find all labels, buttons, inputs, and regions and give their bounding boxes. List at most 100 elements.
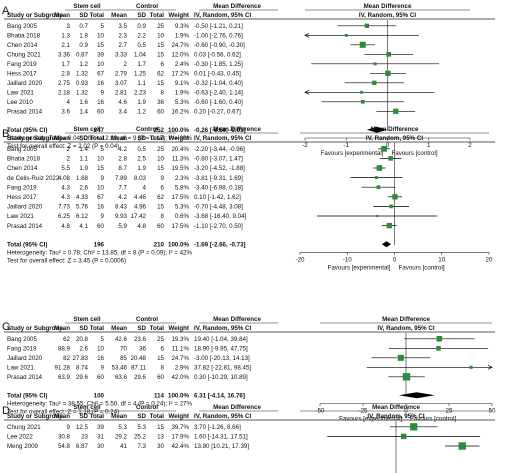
- row-total-stem: 9: [101, 365, 105, 372]
- row-sd-control: 20.48: [131, 355, 147, 362]
- effect-marker: [376, 165, 383, 171]
- row-total-stem: 39: [97, 52, 104, 59]
- row-sd-control: 1.7: [137, 61, 146, 68]
- x-axis-tick-label: 0: [393, 256, 397, 263]
- row-total-control: 25: [157, 23, 164, 30]
- row-sd-control: 4.96: [134, 204, 147, 211]
- row-sd-stem: 2.6: [79, 346, 88, 353]
- col-header-total: Total: [90, 135, 105, 142]
- effect-marker: [400, 433, 407, 440]
- row-sd-control: 2.2: [137, 33, 146, 40]
- panel-letter: B: [2, 128, 9, 140]
- col-header-total: Total: [150, 135, 165, 142]
- row-total-control: 60: [157, 223, 164, 230]
- row-study-name: Bang 2005: [7, 23, 37, 30]
- row-weight: 11.3%: [172, 156, 190, 163]
- row-mean-stem: 3: [67, 23, 71, 30]
- row-ci-text: 13.80 [10.21, 17.39]: [194, 443, 249, 450]
- effect-marker: [397, 354, 404, 361]
- axis-favours-control: Favours [control]: [392, 150, 438, 157]
- row-weight: 17.2%: [171, 71, 189, 78]
- col-header-total: Total: [90, 325, 105, 332]
- row-mean-control: 53.46: [112, 365, 128, 372]
- row-sd-control: 1.1: [137, 80, 146, 87]
- effect-marker: [389, 204, 394, 209]
- row-sd-stem: 1.32: [76, 71, 89, 78]
- row-sd-control: 87.11: [131, 365, 147, 372]
- row-study-name: Hess 2017: [7, 71, 37, 78]
- row-mean-control: 3.4: [118, 109, 127, 116]
- group-header-control: Control: [136, 316, 158, 323]
- row-sd-stem: 8.74: [76, 365, 89, 372]
- row-mean-stem: 1.3: [61, 33, 70, 40]
- row-ci-text: 37.82 [-22.81, 98.45]: [194, 365, 251, 372]
- total-stem: 100: [94, 393, 105, 400]
- x-axis-tick-label: -2: [302, 142, 308, 149]
- panel-letter: C: [2, 321, 10, 333]
- row-study-name: Bang 2005: [7, 146, 37, 153]
- row-mean-stem: 4.3: [61, 184, 70, 191]
- effect-marker: [436, 336, 443, 342]
- group-header-mean-difference: Mean Difference: [213, 316, 261, 323]
- row-total-control: 25: [157, 336, 164, 343]
- row-ci-text: 0.01 [-0.43, 0.45]: [194, 71, 241, 78]
- col-header-mean: Mean: [54, 325, 70, 332]
- row-sd-stem: 20.8: [76, 336, 89, 343]
- col-header-study: Study or Subgroup: [7, 413, 63, 420]
- row-sd-stem: 29.6: [76, 374, 89, 381]
- row-sd-stem: 1.4: [79, 109, 88, 116]
- row-total-stem: 67: [97, 71, 104, 78]
- total-diamond: [366, 126, 388, 133]
- row-sd-control: 1.9: [137, 99, 146, 106]
- col-header-study: Study or Subgroup: [7, 135, 63, 142]
- row-study-name: de Celis-Ruiz 2022: [7, 175, 60, 182]
- row-mean-control: 85: [120, 355, 127, 362]
- row-ci-text: 1.60 [-14.31, 17.51]: [194, 434, 248, 441]
- row-ci-text: -3.00 [-20.13, 14.13]: [194, 355, 250, 362]
- col-header-mean: Mean: [54, 12, 70, 19]
- col-header-mean: Mean: [111, 12, 127, 19]
- row-sd-stem: 1.8: [79, 33, 88, 40]
- effect-marker: [344, 33, 348, 37]
- row-mean-control: 63.6: [115, 374, 128, 381]
- row-sd-control: 29.6: [134, 374, 147, 381]
- row-sd-stem: 2.6: [79, 184, 88, 191]
- row-ci-text: 0.30 [-10.29, 10.89]: [194, 374, 248, 381]
- row-total-control: 15: [157, 424, 164, 431]
- row-mean-stem: 2.18: [58, 90, 71, 97]
- row-mean-stem: 30.8: [58, 434, 71, 441]
- x-axis-tick-label: -20: [296, 256, 306, 263]
- row-total-control: 8: [161, 213, 165, 220]
- panel-letter: D: [2, 405, 10, 417]
- row-total-control: 15: [157, 52, 164, 59]
- row-total-stem: 67: [97, 194, 104, 201]
- row-total-stem: 10: [97, 184, 104, 191]
- group-header-mean-difference: Mean Difference: [213, 126, 261, 133]
- x-axis-tick-label: 10: [438, 256, 445, 263]
- row-ci-text: -3.20 [-4.52, -1.88]: [194, 165, 245, 172]
- row-weight: 42.0%: [171, 374, 189, 381]
- row-total-stem: 60: [97, 374, 104, 381]
- row-total-control: 10: [157, 33, 164, 40]
- row-mean-stem: 54.8: [58, 443, 71, 450]
- effect-marker: [373, 62, 377, 66]
- row-sd-stem: 6.87: [76, 443, 89, 450]
- col-header-ci-plot: IV, Random, 95% CI: [377, 325, 434, 332]
- row-sd-stem: 1.2: [79, 61, 88, 68]
- row-mean-control: 42.6: [115, 336, 128, 343]
- row-mean-control: 2.79: [115, 71, 128, 78]
- effect-marker: [359, 41, 366, 48]
- overall-effect-text: Test for overall effect: Z = 1.18 (P = 0…: [7, 409, 119, 416]
- row-study-name: Lee 2010: [7, 99, 33, 106]
- row-total-stem: 30: [97, 443, 104, 450]
- row-ci-text: -0.70 [-4.48, 3.08]: [194, 204, 243, 211]
- effect-marker: [381, 145, 387, 152]
- row-mean-control: 2.3: [118, 33, 127, 40]
- row-weight: 17.5%: [171, 194, 189, 201]
- effect-marker: [393, 108, 399, 114]
- ci-arrow: [304, 89, 310, 95]
- effect-marker: [376, 185, 381, 190]
- row-sd-stem: 1.9: [79, 165, 88, 172]
- group-header-control: Control: [136, 126, 158, 133]
- total-stem: 196: [94, 241, 105, 248]
